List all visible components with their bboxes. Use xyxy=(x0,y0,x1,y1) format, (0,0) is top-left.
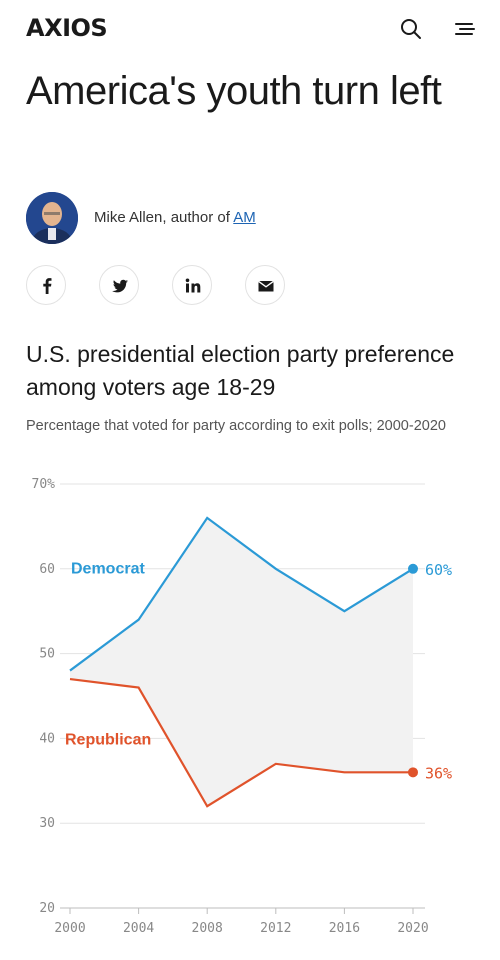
democrat-series-name: Democrat xyxy=(71,561,145,578)
share-facebook-button[interactable] xyxy=(26,265,66,305)
y-tick-label-40: 40 xyxy=(39,731,55,746)
gap-area-between-series xyxy=(70,517,413,807)
y-tick-label-30: 30 xyxy=(39,816,55,831)
republican-end-label: 36% xyxy=(425,764,452,782)
x-tick-label-2012: 2012 xyxy=(260,921,291,936)
chart-subtitle: Percentage that voted for party accordin… xyxy=(26,418,446,434)
chart-title: U.S. presidential election party prefere… xyxy=(26,341,455,400)
share-linkedin-button[interactable] xyxy=(172,265,212,305)
democrat-point-2020 xyxy=(408,563,418,574)
menu-icon[interactable] xyxy=(452,16,478,42)
axios-logo[interactable]: AXIOS xyxy=(26,14,108,42)
democrat-series-line xyxy=(69,516,414,672)
party-preference-line-chart: 20 30 40 50 60 70% 2000 2004 2008 2012 2016 2020 60%… xyxy=(32,477,453,936)
x-tick-label-2008: 2008 xyxy=(192,921,223,936)
republican-series-line xyxy=(69,677,413,808)
y-tick-label-70: 70% xyxy=(32,477,56,492)
x-tick-label-2020: 2020 xyxy=(397,921,428,936)
byline-text: Mike Allen, author of AM xyxy=(94,209,256,226)
y-tick-label-50: 50 xyxy=(39,647,55,662)
x-tick-label-2016: 2016 xyxy=(329,921,360,936)
facebook-icon xyxy=(43,278,52,294)
y-tick-label-60: 60 xyxy=(39,562,55,577)
top-navigation-bar: AXIOS xyxy=(0,0,500,60)
share-twitter-button[interactable] xyxy=(99,265,139,305)
y-tick-label-20: 20 xyxy=(39,901,55,916)
linkedin-icon xyxy=(185,278,201,293)
democrat-end-label: 60% xyxy=(425,561,452,579)
author-avatar[interactable] xyxy=(26,192,78,244)
republican-series-name: Republican xyxy=(65,731,151,748)
twitter-icon xyxy=(112,279,128,293)
share-email-button[interactable] xyxy=(245,265,285,305)
email-icon xyxy=(258,280,274,292)
byline-prefix: Mike Allen, author of xyxy=(94,209,234,226)
byline-newsletter-link[interactable]: AM xyxy=(233,209,256,226)
republican-point-2020 xyxy=(408,767,418,778)
x-tick-label-2004: 2004 xyxy=(123,921,154,936)
search-icon[interactable] xyxy=(398,16,424,42)
x-tick-label-2000: 2000 xyxy=(54,921,85,936)
article-headline: America's youth turn left xyxy=(26,69,442,113)
